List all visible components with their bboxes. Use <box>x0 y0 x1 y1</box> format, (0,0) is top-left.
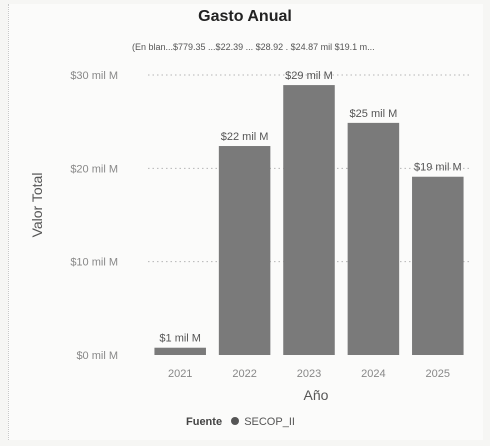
y-tick-label: $0 mil M <box>76 350 118 362</box>
data-label-2024: $25 mil M <box>350 108 398 120</box>
x-tick-labels: 2021 2022 2023 2024 2025 <box>168 368 450 380</box>
legend: Fuente SECOP_II <box>186 416 295 428</box>
x-axis-label: Año <box>304 387 329 403</box>
data-label-2022: $22 mil M <box>221 131 269 143</box>
data-label-2025: $19 mil M <box>414 162 462 174</box>
chart-title: Gasto Anual <box>198 8 292 25</box>
y-tick-label: $20 mil M <box>70 163 118 175</box>
data-label-2023: $29 mil M <box>285 70 333 82</box>
bar-2023[interactable] <box>283 85 335 355</box>
x-tick-label: 2022 <box>232 368 256 380</box>
y-axis-label: Valor Total <box>29 173 45 238</box>
bars <box>154 85 464 355</box>
data-labels: $1 mil M $22 mil M $29 mil M $25 mil M $19 m… <box>159 70 461 345</box>
y-tick-label: $10 mil M <box>70 257 118 269</box>
bar-2021[interactable] <box>154 347 206 355</box>
data-label-2021: $1 mil M <box>159 333 201 345</box>
x-tick-label: 2021 <box>168 368 192 380</box>
x-tick-label: 2024 <box>361 368 385 380</box>
bar-2024[interactable] <box>347 122 400 355</box>
legend-title: Fuente <box>186 416 223 428</box>
y-tick-label: $30 mil M <box>70 70 118 82</box>
chart-subtitle: (En blan...$779.35 ...$22.39 ... $28.92 … <box>132 42 375 52</box>
bar-2025[interactable] <box>412 176 464 355</box>
legend-entry-label: SECOP_II <box>244 416 295 428</box>
x-tick-label: 2025 <box>426 368 450 380</box>
x-tick-label: 2023 <box>297 368 321 380</box>
bar-2022[interactable] <box>218 146 271 355</box>
legend-marker-icon <box>231 417 240 425</box>
y-tick-labels: $0 mil M $10 mil M $20 mil M $30 mil M <box>70 70 118 362</box>
